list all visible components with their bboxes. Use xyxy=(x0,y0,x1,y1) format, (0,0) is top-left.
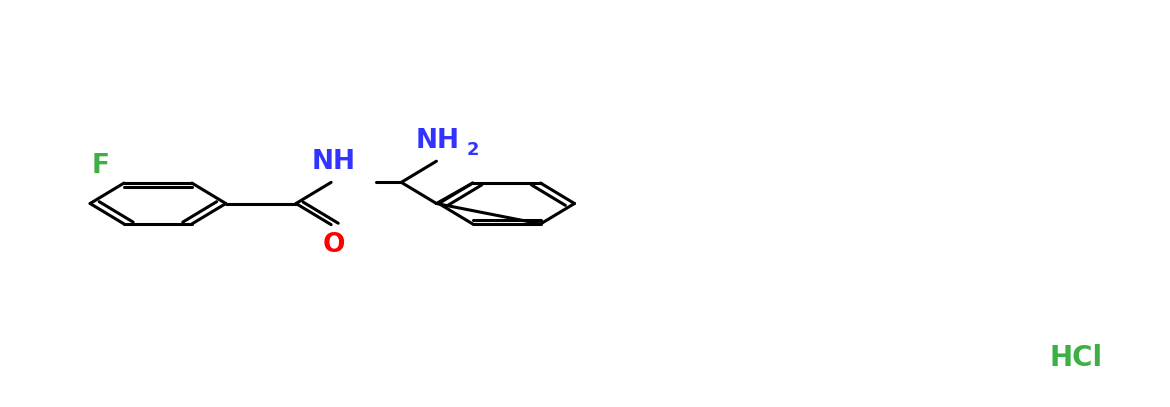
Text: HCl: HCl xyxy=(1049,344,1103,372)
Text: O: O xyxy=(322,232,345,258)
Text: 2: 2 xyxy=(467,141,479,159)
Text: NH: NH xyxy=(311,149,356,175)
Text: NH: NH xyxy=(415,128,460,154)
Text: F: F xyxy=(92,153,110,179)
